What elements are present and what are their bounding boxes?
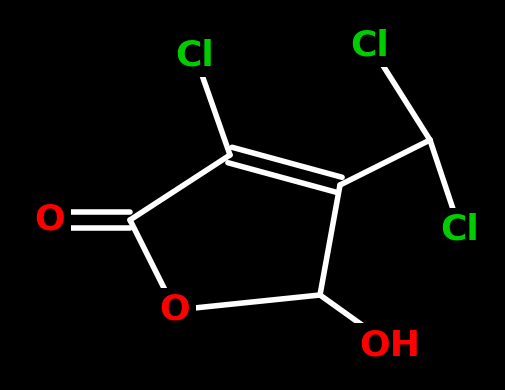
Text: O: O xyxy=(35,203,65,237)
Text: Cl: Cl xyxy=(441,213,479,247)
Text: OH: OH xyxy=(360,328,421,362)
Text: Cl: Cl xyxy=(350,28,389,62)
Text: O: O xyxy=(160,293,190,327)
Text: Cl: Cl xyxy=(176,38,215,72)
